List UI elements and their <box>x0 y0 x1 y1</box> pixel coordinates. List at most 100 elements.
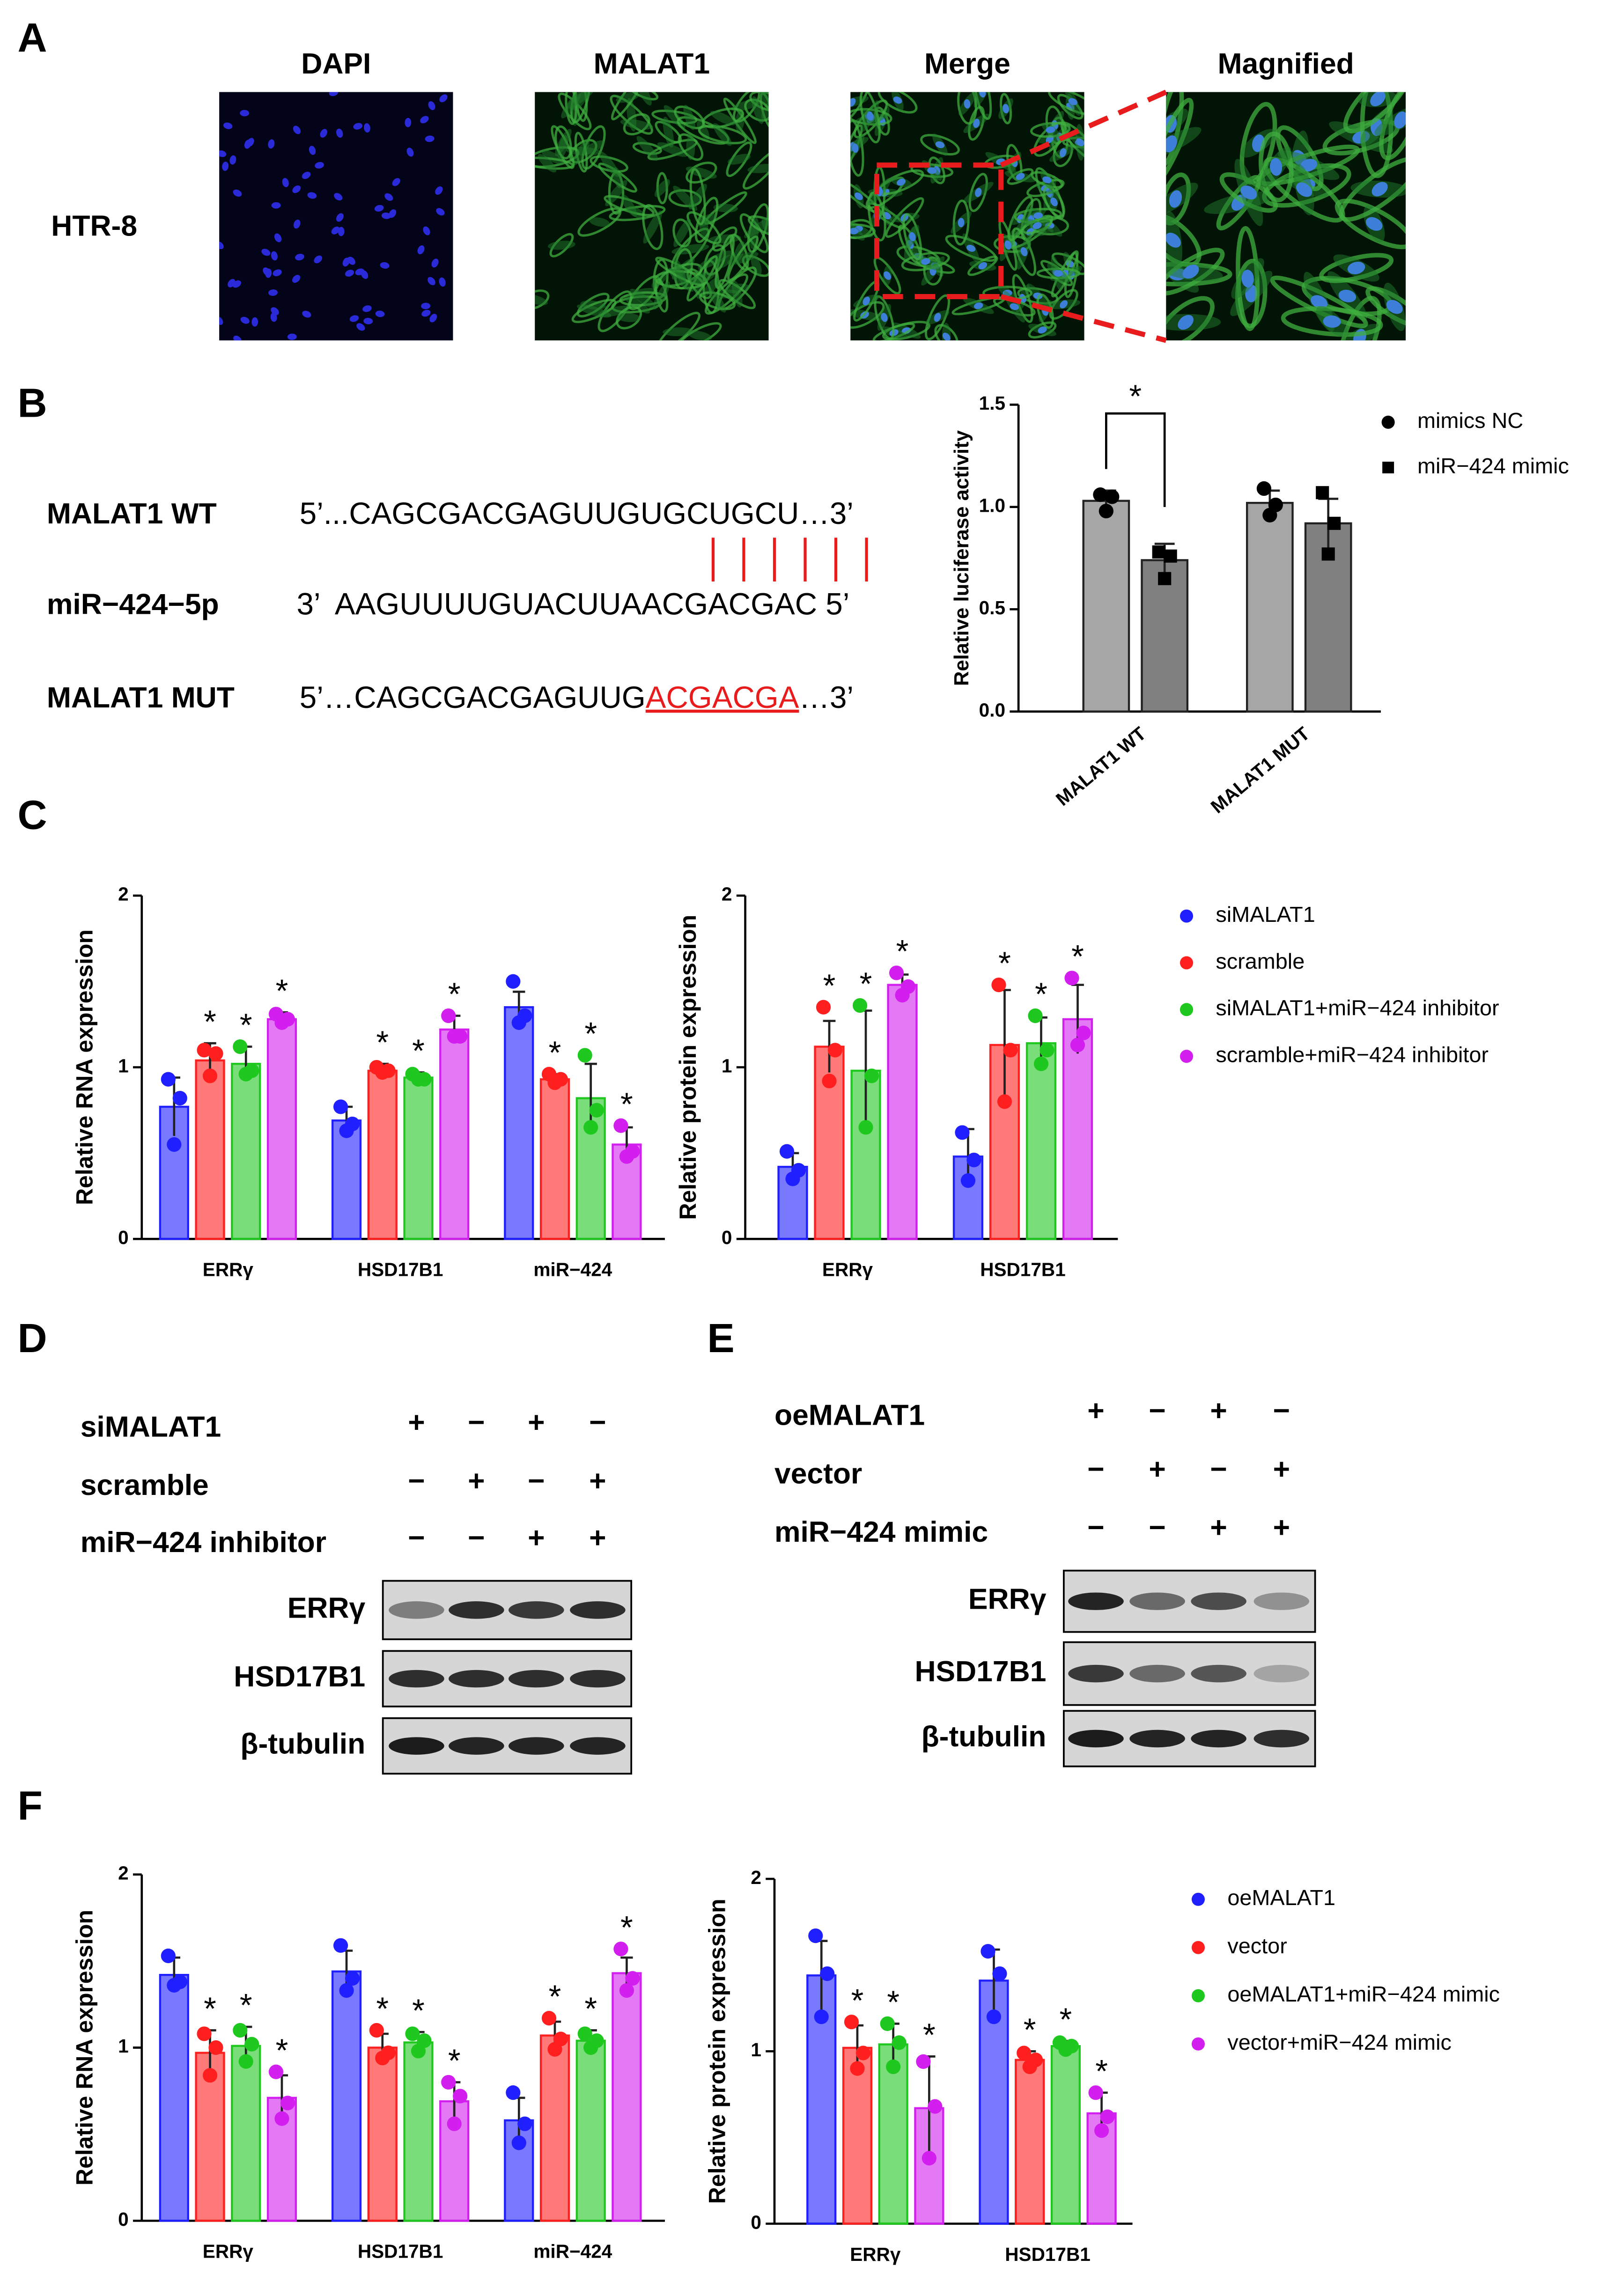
legend-marker <box>1381 415 1395 429</box>
sequence: 3’ AAGUUUUGUACUUAACGACGAC 5’ <box>297 587 850 621</box>
cytoplasm <box>630 288 656 309</box>
data-point <box>1164 549 1177 563</box>
cytoplasm <box>1043 186 1065 218</box>
x-tick-label: HSD17B1 <box>358 2241 443 2262</box>
data-point <box>197 2026 212 2041</box>
nucleus <box>219 316 223 325</box>
cytoplasm <box>1259 131 1294 203</box>
nucleus <box>934 313 941 322</box>
data-point <box>955 1125 970 1140</box>
column-header: Merge <box>924 48 1010 80</box>
nucleus <box>1311 295 1328 309</box>
nucleus <box>850 98 856 107</box>
cytoplasm <box>1343 92 1406 133</box>
x-tick-label: miR−424 <box>533 2241 612 2262</box>
cytoplasm <box>690 272 715 284</box>
data-point <box>1088 2085 1103 2100</box>
nucleus <box>384 193 393 201</box>
significance: * <box>1035 976 1047 1012</box>
cytoplasm <box>727 235 759 281</box>
micrograph <box>219 92 453 341</box>
cytoplasm <box>718 279 756 309</box>
condition-sign: + <box>1273 1512 1290 1544</box>
nucleus <box>232 280 241 288</box>
data-point <box>619 1149 634 1164</box>
bar <box>842 2046 873 2225</box>
condition-label: scramble <box>81 1469 209 1501</box>
cytoplasm <box>850 92 870 127</box>
significance: * <box>376 1991 389 2027</box>
significance: * <box>887 1984 899 2020</box>
micrograph-bg <box>219 92 453 341</box>
cytoplasm <box>952 199 970 246</box>
condition-sign: + <box>1210 1395 1227 1427</box>
cytoplasm <box>867 191 886 242</box>
nucleus <box>271 307 279 315</box>
band <box>1129 1729 1185 1748</box>
data-point <box>375 1065 390 1080</box>
nucleus <box>420 116 429 124</box>
bar <box>887 984 918 1240</box>
x-tick-label: ERRγ <box>203 2241 254 2262</box>
band-label: ERRγ <box>968 1583 1047 1616</box>
condition-sign: − <box>1210 1453 1227 1486</box>
data-point <box>411 2044 426 2059</box>
cytoplasm <box>672 218 692 248</box>
nucleus <box>292 275 301 283</box>
cytoplasm <box>713 123 732 146</box>
nucleus <box>1010 303 1019 310</box>
condition-sign: − <box>1087 1512 1104 1544</box>
x-tick-label: HSD17B1 <box>358 1259 443 1280</box>
row-label: HTR-8 <box>51 210 137 242</box>
significance: * <box>823 968 836 1004</box>
significance: * <box>923 2017 936 2053</box>
condition-label: miR−424 inhibitor <box>81 1526 326 1559</box>
cytoplasm <box>577 304 612 318</box>
significance: * <box>584 1991 597 2027</box>
bar <box>266 1018 297 1240</box>
cytoplasm <box>1379 92 1406 161</box>
nucleus <box>353 123 363 130</box>
cytoplasm <box>688 331 712 341</box>
data-point <box>850 2061 865 2076</box>
legend-marker <box>1191 1941 1205 1954</box>
data-point <box>197 1043 212 1058</box>
cytoplasm <box>752 96 764 124</box>
cytoplasm <box>710 110 736 125</box>
cytoplasm <box>708 289 726 313</box>
data-point <box>822 1074 837 1089</box>
data-point <box>441 1008 456 1023</box>
bar <box>331 1970 362 2222</box>
x-tick-label: miR−424 <box>533 1259 612 1280</box>
nucleus <box>1166 135 1177 153</box>
significance: * <box>549 1035 561 1071</box>
bar <box>1015 2059 1045 2225</box>
cytoplasm <box>742 147 769 190</box>
nucleus <box>356 323 365 331</box>
nucleus <box>309 146 316 155</box>
band <box>570 1601 626 1619</box>
data-point <box>852 998 868 1013</box>
legend-marker <box>1180 1003 1194 1016</box>
nucleus <box>425 135 435 142</box>
nucleus <box>1020 247 1028 257</box>
nucleus <box>233 335 242 341</box>
data-point <box>997 1094 1012 1109</box>
nucleus <box>417 245 425 255</box>
y-tick-label: 1 <box>751 2039 761 2061</box>
x-tick-label: HSD17B1 <box>980 1259 1066 1280</box>
column-header: MALAT1 <box>594 48 710 80</box>
cytoplasm <box>621 194 637 217</box>
band-label: HSD17B1 <box>914 1656 1046 1688</box>
band <box>1191 1729 1246 1748</box>
nucleus <box>405 118 412 127</box>
y-tick-label: 2 <box>722 883 732 905</box>
nucleus <box>975 188 982 197</box>
nucleus <box>273 269 282 276</box>
data-point <box>1316 486 1329 500</box>
x-tick-label: HSD17B1 <box>1005 2244 1091 2265</box>
data-point <box>613 1942 628 1957</box>
cytoplasm <box>686 134 695 160</box>
cytoplasm <box>673 219 691 247</box>
nucleus <box>1054 270 1063 277</box>
